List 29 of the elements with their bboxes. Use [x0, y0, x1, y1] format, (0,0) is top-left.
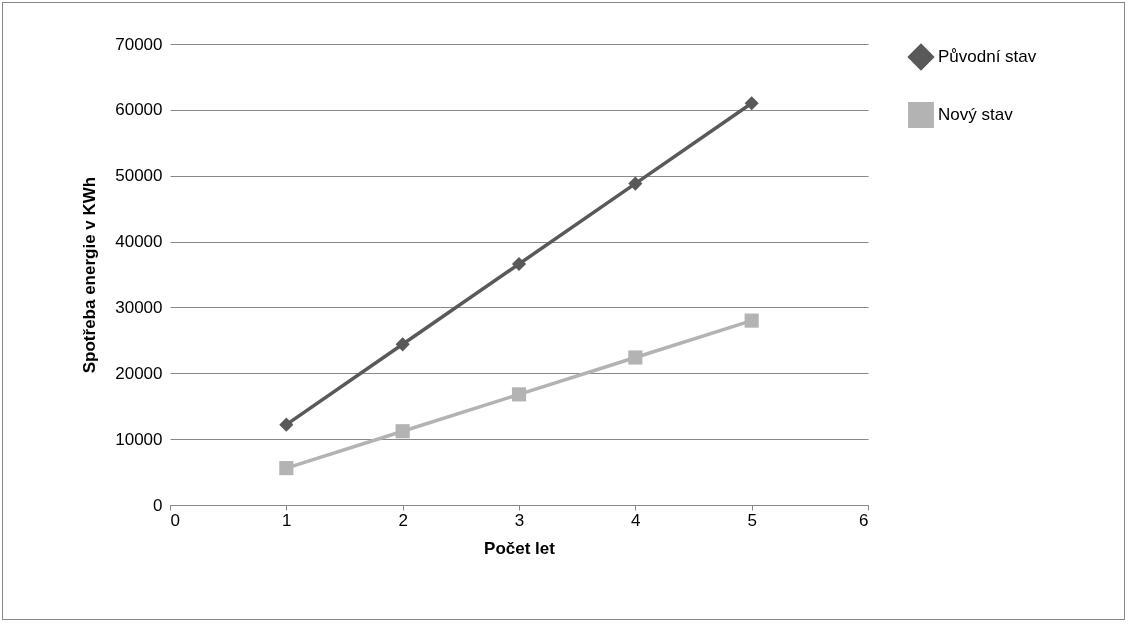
point — [511, 387, 527, 402]
y-tick-label: 50000 — [115, 166, 163, 186]
y-tick-label: 60000 — [115, 100, 163, 120]
y-tick-label: 40000 — [115, 232, 163, 252]
x-tick-label: 5 — [747, 510, 757, 530]
point — [279, 417, 294, 432]
point — [395, 337, 410, 352]
point — [511, 256, 527, 272]
x-axis-title: Počet let — [484, 538, 556, 558]
y-tick-label: 0 — [153, 495, 163, 515]
x-tick-label: 1 — [282, 510, 292, 530]
y-tick-label: 30000 — [115, 297, 163, 317]
y-axis-title: Spotřeba energie v KWh — [80, 176, 100, 374]
x-tick-label: 3 — [514, 510, 525, 530]
point — [279, 461, 294, 476]
x-tick-label: 2 — [398, 510, 408, 530]
point — [628, 350, 643, 365]
x-tick-label: 6 — [859, 510, 869, 530]
legend-label: Nový stav — [938, 105, 1014, 124]
y-tick-label: 10000 — [115, 429, 163, 449]
x-tick-label: 4 — [631, 510, 641, 530]
point — [744, 96, 759, 111]
point — [395, 424, 410, 439]
x-tick-label: 0 — [170, 510, 180, 530]
legend-label: Původní stav — [938, 47, 1037, 66]
y-tick-label: 70000 — [115, 34, 163, 54]
y-tick-label: 20000 — [115, 363, 163, 383]
point — [628, 176, 643, 191]
point — [744, 313, 759, 328]
